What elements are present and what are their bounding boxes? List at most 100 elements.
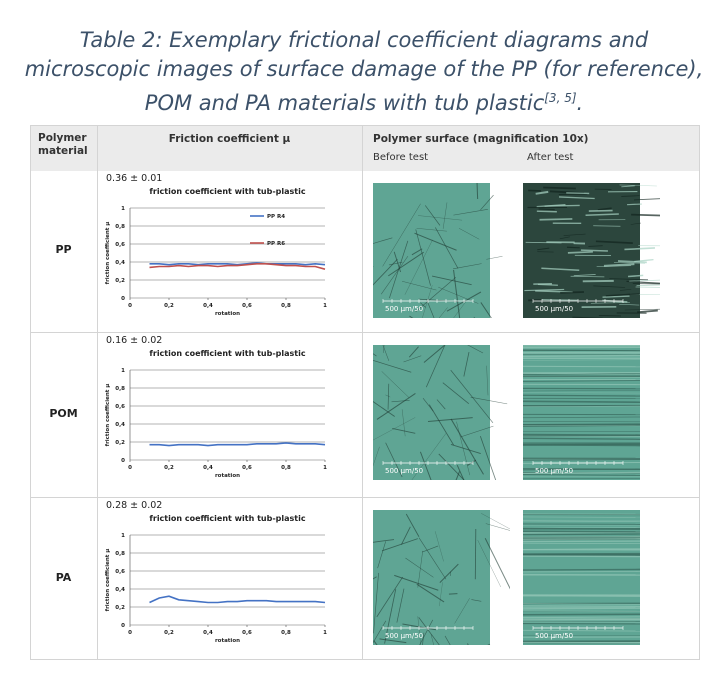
texture bbox=[626, 280, 660, 284]
texture bbox=[415, 229, 431, 286]
texture bbox=[619, 289, 632, 291]
texture bbox=[536, 210, 557, 213]
x-axis-label: rotation bbox=[215, 638, 240, 644]
material: PA bbox=[55, 570, 72, 584]
y-tick-label: 0,2 bbox=[115, 605, 125, 611]
texture bbox=[609, 278, 649, 281]
title-line: Table 2: Exemplary frictional coefficien… bbox=[79, 28, 649, 52]
texture bbox=[486, 365, 489, 396]
friction-value: 0.36 ± 0.01 bbox=[106, 173, 163, 184]
x-tick-label: 0,8 bbox=[281, 303, 291, 309]
texture bbox=[403, 355, 422, 363]
texture bbox=[430, 634, 434, 645]
y-tick-label: 0,8 bbox=[115, 224, 125, 230]
texture bbox=[401, 409, 406, 437]
line bbox=[149, 263, 326, 270]
row-separator bbox=[30, 497, 700, 498]
texture bbox=[416, 583, 445, 603]
y-tick-label: 0,6 bbox=[115, 404, 125, 410]
texture bbox=[379, 638, 407, 644]
texture bbox=[580, 249, 608, 252]
texture bbox=[523, 540, 641, 543]
texture bbox=[422, 632, 425, 645]
citation: [3, 5] bbox=[544, 91, 577, 105]
legend-label: PP R4 bbox=[267, 214, 285, 220]
texture bbox=[422, 545, 439, 553]
texture bbox=[438, 453, 465, 480]
material: PP bbox=[55, 243, 72, 256]
texture bbox=[621, 195, 640, 197]
texture bbox=[442, 382, 470, 404]
line bbox=[149, 262, 326, 266]
texture bbox=[414, 232, 457, 251]
column-separator bbox=[362, 125, 363, 660]
texture bbox=[411, 248, 423, 256]
texture bbox=[523, 380, 641, 382]
texture bbox=[439, 563, 459, 584]
texture bbox=[573, 274, 596, 277]
texture bbox=[463, 351, 470, 377]
texture bbox=[523, 552, 641, 555]
texture bbox=[570, 275, 605, 278]
texture bbox=[544, 204, 580, 207]
texture bbox=[523, 373, 641, 375]
texture bbox=[523, 629, 641, 632]
texture bbox=[377, 541, 387, 569]
texture bbox=[373, 400, 395, 417]
line bbox=[149, 595, 326, 604]
texture bbox=[524, 288, 565, 292]
surface-image: 500 µm/50 bbox=[523, 183, 660, 318]
legend-label: PP R6 bbox=[267, 241, 285, 247]
texture bbox=[598, 314, 622, 317]
texture bbox=[627, 274, 644, 278]
scale-label: 500 µm/50 bbox=[385, 632, 423, 640]
texture bbox=[543, 186, 576, 190]
y-axis-label: friction coefficient µ bbox=[105, 549, 111, 612]
texture bbox=[408, 346, 419, 358]
texture bbox=[425, 345, 445, 388]
scale-label: 500 µm/50 bbox=[535, 632, 573, 640]
texture bbox=[523, 359, 641, 361]
y-axis-label: friction coefficient µ bbox=[105, 222, 111, 285]
texture bbox=[523, 617, 641, 619]
x-tick-label: 0 bbox=[128, 630, 132, 636]
texture bbox=[454, 598, 470, 624]
texture bbox=[393, 251, 402, 273]
texture bbox=[572, 316, 603, 318]
chart-title: friction coefficient with tub-plastic bbox=[149, 187, 305, 196]
texture bbox=[418, 617, 440, 645]
x-axis-label: rotation bbox=[215, 311, 240, 317]
texture bbox=[418, 537, 447, 580]
row-separator bbox=[30, 332, 700, 333]
texture bbox=[431, 275, 472, 286]
texture bbox=[376, 393, 416, 420]
texture bbox=[539, 218, 573, 221]
texture bbox=[467, 345, 484, 354]
x-tick-label: 1 bbox=[323, 630, 327, 636]
texture bbox=[525, 241, 562, 244]
texture bbox=[388, 251, 424, 277]
y-tick-label: 0,4 bbox=[115, 587, 125, 593]
x-tick-label: 0,8 bbox=[281, 465, 291, 471]
texture bbox=[415, 276, 457, 313]
y-tick-label: 0 bbox=[121, 296, 125, 302]
x-axis-label: rotation bbox=[215, 473, 240, 479]
y-tick-label: 0,8 bbox=[115, 386, 125, 392]
texture bbox=[523, 474, 641, 476]
texture bbox=[627, 203, 642, 206]
texture bbox=[567, 251, 593, 254]
image-background bbox=[523, 345, 640, 480]
texture bbox=[630, 222, 641, 225]
table bbox=[30, 125, 700, 660]
texture bbox=[593, 225, 621, 227]
texture bbox=[376, 576, 404, 618]
surface-image: 500 µm/50 bbox=[523, 345, 641, 480]
x-tick-label: 0,4 bbox=[203, 630, 213, 636]
texture bbox=[637, 309, 658, 314]
texture bbox=[523, 530, 641, 533]
texture bbox=[636, 284, 660, 287]
texture bbox=[419, 451, 432, 480]
texture bbox=[373, 620, 387, 644]
y-tick-label: 0,6 bbox=[115, 569, 125, 575]
texture bbox=[535, 190, 549, 195]
